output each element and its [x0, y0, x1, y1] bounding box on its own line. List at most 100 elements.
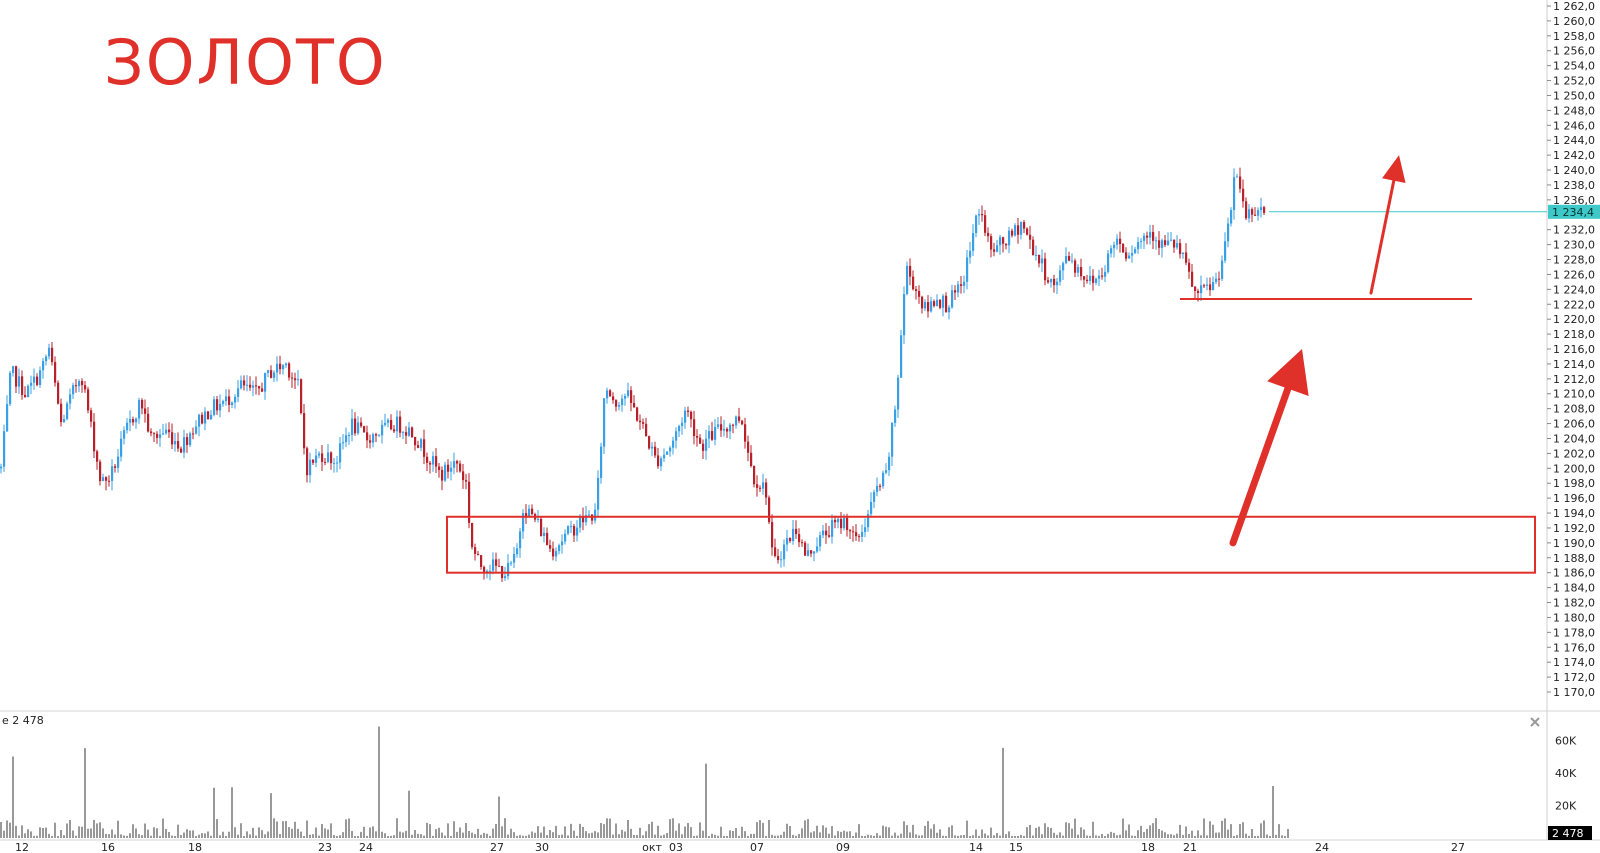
- candle-body: [69, 394, 72, 404]
- candle-body: [177, 441, 180, 449]
- candle-body: [42, 361, 45, 371]
- price-tick-label: 1 210,0: [1553, 388, 1595, 401]
- volume-tick-label: 20K: [1555, 799, 1577, 812]
- candle-body: [1152, 231, 1155, 241]
- price-tick-label: 1 190,0: [1553, 537, 1595, 550]
- time-tick-label: 24: [1315, 841, 1329, 853]
- candle-body: [1131, 253, 1134, 256]
- candle-body: [216, 399, 219, 411]
- candle-body: [222, 401, 225, 404]
- candle-body: [909, 265, 912, 277]
- candle-body: [549, 545, 552, 549]
- candle-body: [1221, 260, 1224, 279]
- candle-body: [336, 462, 339, 464]
- price-tick-label: 1 258,0: [1553, 30, 1595, 43]
- time-axis: 12 16 18 23 24 27 30 окт 03 07 09 14 15 18 21 24 27: [15, 841, 1465, 853]
- candle-body: [540, 518, 543, 536]
- candle-body: [120, 438, 123, 457]
- candle-body: [1245, 201, 1248, 219]
- candle-body: [66, 403, 69, 420]
- candle-body: [1203, 285, 1206, 287]
- price-tick-label: 1 212,0: [1553, 373, 1595, 386]
- candle-body: [1098, 275, 1101, 279]
- candle-body: [369, 440, 372, 443]
- price-tick-label: 1 174,0: [1553, 656, 1595, 669]
- candle-body: [558, 545, 561, 552]
- price-tick-label: 1 232,0: [1553, 224, 1595, 237]
- candle-body: [237, 388, 240, 397]
- candle-body: [1050, 278, 1053, 283]
- candle-body: [753, 465, 756, 485]
- time-tick-label: 03: [669, 841, 683, 853]
- candle-body: [264, 372, 267, 392]
- candle-body: [684, 410, 687, 423]
- price-tick-label: 1 186,0: [1553, 567, 1595, 580]
- volume-histogram: e 2 478: [0, 714, 1289, 838]
- candle-body: [312, 459, 315, 463]
- candle-body: [375, 434, 378, 436]
- price-tick-label: 1 202,0: [1553, 447, 1595, 460]
- candle-body: [888, 456, 891, 471]
- candle-body: [957, 284, 960, 293]
- candle-body: [1209, 284, 1212, 291]
- candle-body: [504, 576, 507, 579]
- candle-body: [303, 413, 306, 449]
- last-price-line: 1 234,4: [1269, 204, 1600, 219]
- candle-body: [525, 513, 528, 517]
- price-tick-label: 1 228,0: [1553, 254, 1595, 267]
- candle-body: [54, 362, 57, 383]
- candle-body: [690, 411, 693, 420]
- candle-body: [513, 553, 516, 563]
- candle-body: [537, 518, 540, 520]
- candle-body: [624, 395, 627, 399]
- candle-body: [252, 385, 255, 388]
- candle-body: [597, 477, 600, 510]
- candle-body: [135, 418, 138, 423]
- candle-body: [561, 541, 564, 546]
- candle-body: [789, 538, 792, 542]
- candle-body: [381, 424, 384, 436]
- arrow-shaft: [1229, 385, 1292, 547]
- candle-body: [825, 530, 828, 536]
- candle-body: [531, 508, 534, 515]
- candle-body: [906, 265, 909, 295]
- candle-body: [660, 458, 663, 467]
- candle-body: [1095, 278, 1098, 283]
- candle-body: [786, 538, 789, 545]
- candle-body: [618, 405, 621, 407]
- candle-body: [798, 534, 801, 543]
- candle-body: [279, 363, 282, 370]
- candle-body: [366, 432, 369, 441]
- candle-body: [507, 562, 510, 577]
- candle-body: [1068, 255, 1071, 261]
- price-tick-label: 1 242,0: [1553, 149, 1595, 162]
- candle-body: [996, 245, 999, 252]
- candle-body: [891, 422, 894, 457]
- candle-body: [1182, 252, 1185, 255]
- candle-body: [195, 426, 198, 434]
- candle-body: [174, 441, 177, 445]
- candle-body: [1176, 243, 1179, 248]
- candle-body: [1017, 225, 1020, 235]
- candle-body: [1122, 243, 1125, 253]
- candle-body: [438, 466, 441, 470]
- price-tick-label: 1 198,0: [1553, 477, 1595, 490]
- candle-body: [192, 433, 195, 435]
- time-tick-label: 18: [1141, 841, 1155, 853]
- candle-body: [666, 451, 669, 455]
- candle-body: [807, 550, 810, 556]
- candle-body: [918, 291, 921, 297]
- candle-body: [657, 455, 660, 467]
- candle-body: [669, 447, 672, 452]
- candle-body: [132, 419, 135, 423]
- candle-body: [1242, 188, 1245, 202]
- candle-body: [639, 420, 642, 423]
- candle-body: [210, 414, 213, 420]
- candle-body: [183, 437, 186, 453]
- candle-body: [1260, 207, 1263, 211]
- candle-body: [465, 480, 468, 482]
- candle-body: [426, 456, 429, 463]
- candle-body: [567, 526, 570, 534]
- candle-body: [324, 461, 327, 463]
- close-icon[interactable]: [1529, 716, 1541, 728]
